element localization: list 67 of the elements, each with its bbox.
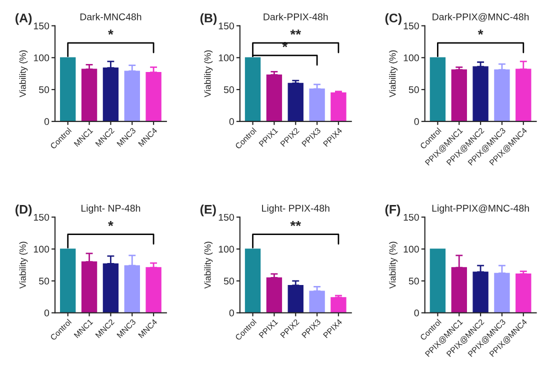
y-tick-label: 100 [218, 246, 234, 253]
bar [430, 248, 446, 313]
chart-title: Light- PPIX-48h [262, 204, 330, 214]
y-tick-label: 100 [218, 54, 234, 62]
y-tick-label: 50 [224, 278, 234, 285]
y-tick-label: 100 [34, 54, 50, 62]
y-axis-title: Viability (%) [389, 50, 398, 98]
y-tick-label: 50 [408, 278, 419, 285]
bar [266, 74, 282, 122]
y-tick-label: 150 [404, 22, 419, 30]
chart-title: Light- NP-48h [82, 204, 140, 214]
chart-title: Dark-PPIX-48h [264, 13, 328, 20]
text: (A) [16, 13, 32, 25]
bar [81, 68, 98, 122]
bar [288, 82, 304, 122]
y-tick-label: 150 [404, 214, 419, 221]
annotation: * [108, 220, 114, 226]
y-tick-label: 150 [34, 22, 50, 30]
bar [430, 57, 446, 122]
bar [60, 57, 76, 122]
y-tick-label: 0 [44, 118, 50, 126]
y-tick-label: 50 [39, 278, 50, 285]
y-tick-label: 100 [34, 246, 50, 253]
chart-title: Dark-PPIX@MNC-48h [432, 13, 529, 22]
annotation: * [478, 30, 484, 35]
y-tick-label: 50 [39, 86, 50, 94]
text: (C) [385, 13, 402, 25]
bar [60, 248, 76, 313]
chart-title: Dark-MNC48h [80, 13, 142, 20]
y-tick-label: 0 [229, 310, 234, 316]
y-tick-label: 50 [224, 86, 234, 94]
y-axis-title: Viability (%) [19, 242, 28, 289]
y-tick-label: 100 [404, 246, 419, 253]
annotation: * [108, 30, 114, 35]
y-tick-label: 0 [44, 310, 50, 316]
y-tick-label: 150 [218, 22, 234, 30]
text: (E) [200, 204, 216, 216]
y-tick-label: 0 [414, 310, 419, 316]
y-axis-title: Viability (%) [19, 50, 28, 98]
text: (B) [200, 13, 217, 25]
y-tick-label: 0 [229, 118, 234, 126]
chart-title: Light-PPIX@MNC-48h [432, 204, 529, 214]
bar [244, 248, 261, 313]
bar [516, 274, 532, 313]
bar [451, 69, 467, 122]
bar [309, 290, 325, 313]
text: (D) [16, 204, 32, 216]
y-tick-label: 150 [218, 214, 234, 221]
y-tick-label: 150 [34, 214, 50, 221]
y-tick-label: 0 [414, 118, 419, 126]
bar [266, 277, 282, 313]
annotation: ** [290, 30, 302, 35]
y-axis-title: Viability (%) [389, 242, 398, 289]
bar [146, 267, 162, 313]
text: (F) [385, 204, 400, 216]
bar [146, 72, 162, 122]
y-axis-title: Viability (%) [204, 50, 213, 98]
bar [330, 92, 346, 122]
bar [288, 285, 304, 313]
annotation: ** [290, 220, 302, 226]
bar [244, 57, 261, 122]
bar [330, 297, 346, 313]
y-tick-label: 50 [408, 86, 419, 94]
bar [472, 66, 488, 122]
bar [309, 88, 325, 122]
y-tick-label: 100 [404, 54, 419, 62]
y-axis-title: Viability (%) [204, 242, 213, 289]
